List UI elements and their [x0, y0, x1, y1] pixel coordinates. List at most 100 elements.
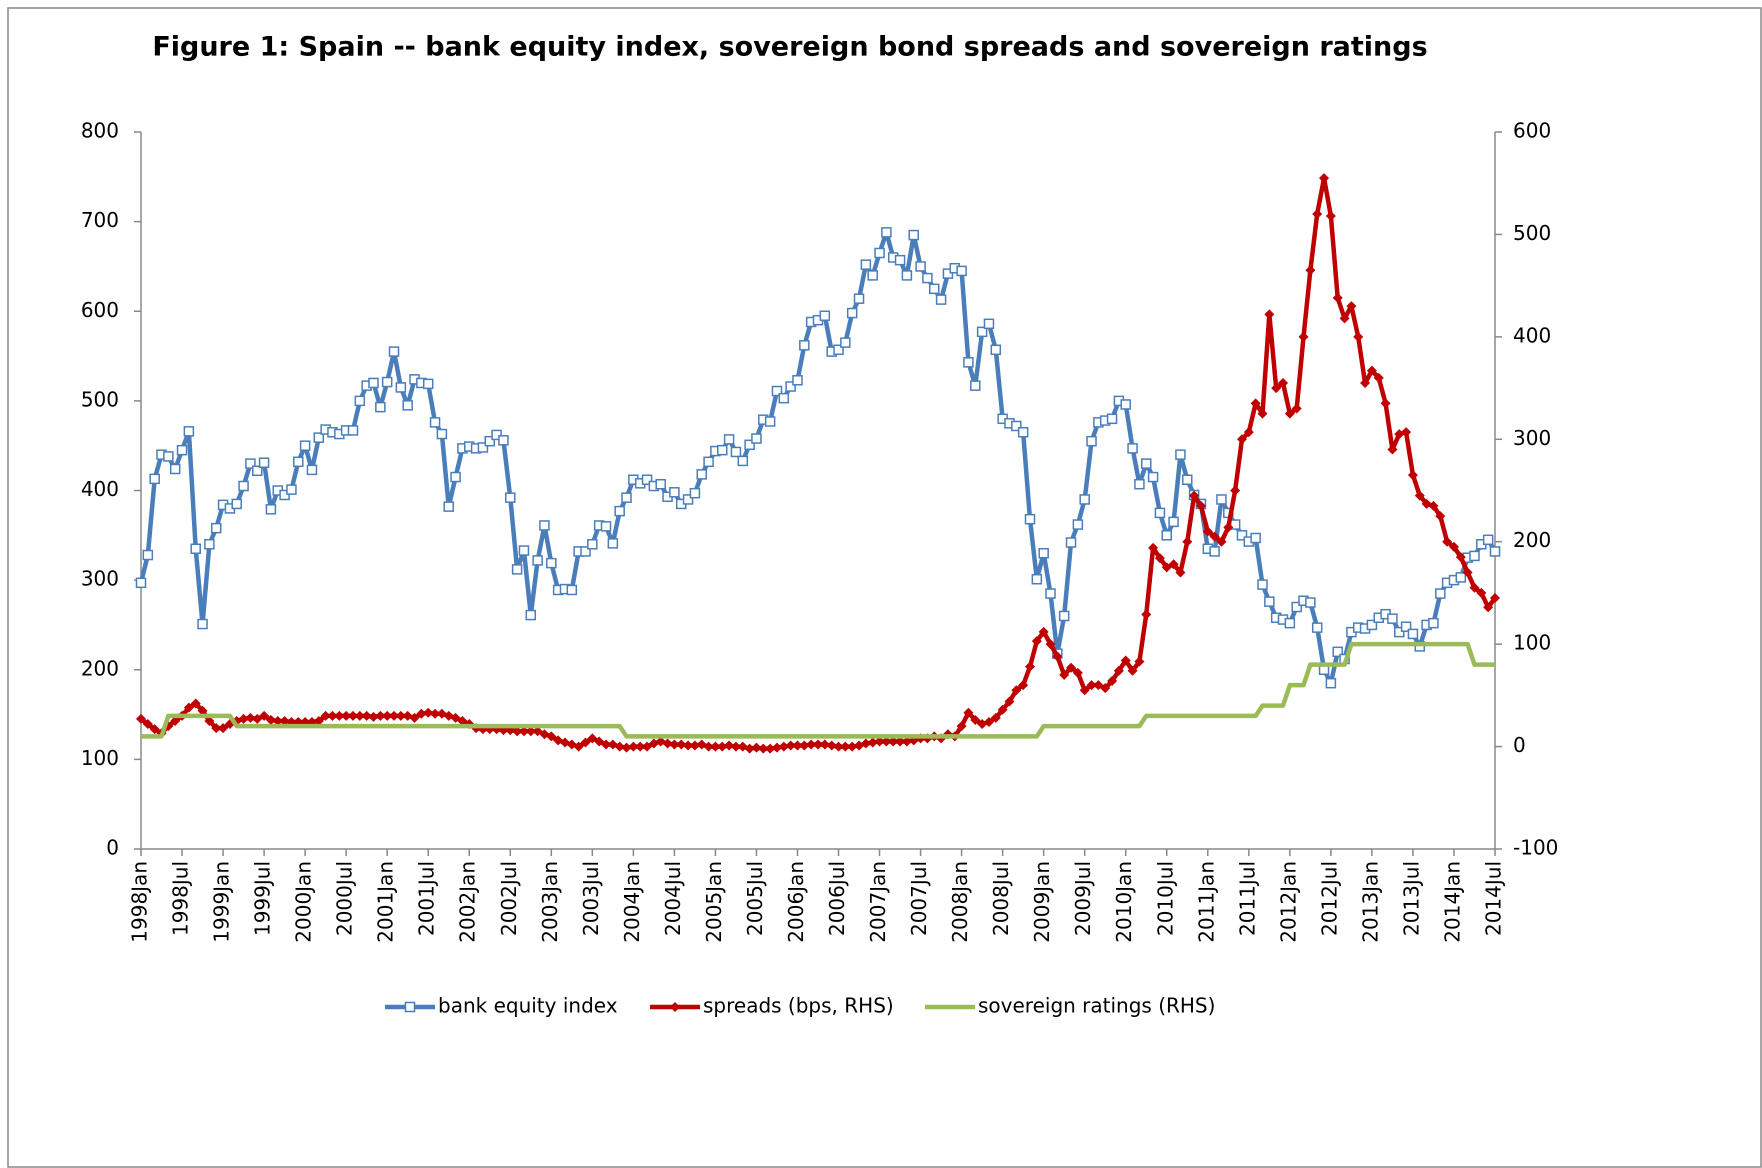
legend-label: bank equity index	[438, 994, 618, 1018]
data-point	[258, 457, 270, 468]
data-point	[1332, 292, 1343, 303]
legend-marker	[670, 1002, 680, 1012]
x-tick-label: 1999Jul	[251, 861, 275, 936]
data-point	[1236, 530, 1248, 541]
x-tick-label: 2001Jul	[415, 861, 439, 936]
data-point	[901, 736, 912, 747]
data-point	[860, 738, 871, 749]
data-point	[1469, 582, 1480, 593]
data-point	[1380, 398, 1391, 409]
data-point	[238, 480, 249, 492]
data-point	[566, 584, 578, 596]
data-point	[354, 710, 365, 721]
data-point	[990, 712, 1001, 723]
data-point	[963, 357, 974, 368]
data-point	[1120, 655, 1131, 666]
data-point	[265, 714, 276, 725]
x-tick-label: 1998Jan	[128, 861, 152, 943]
data-point	[546, 557, 557, 569]
x-tick-label: 2000Jul	[333, 861, 357, 936]
data-point	[744, 439, 755, 451]
data-point	[1257, 408, 1268, 419]
data-point	[1182, 474, 1193, 485]
data-point	[1031, 636, 1042, 647]
data-point	[813, 739, 823, 750]
y-tick-label: 0	[106, 836, 119, 860]
data-point	[1004, 696, 1015, 707]
data-point	[696, 469, 707, 480]
data-point	[389, 710, 400, 721]
x-tick-label: 2005Jan	[702, 861, 726, 943]
data-point	[1011, 685, 1022, 696]
data-point	[621, 742, 632, 753]
x-tick-label: 2006Jan	[784, 861, 808, 943]
data-point	[1257, 579, 1268, 590]
data-point	[498, 435, 509, 446]
x-tick-label: 2008Jan	[948, 861, 972, 943]
series-line	[139, 175, 1497, 751]
data-point	[1325, 210, 1336, 221]
data-point	[1366, 619, 1378, 631]
x-tick-label: 2003Jan	[538, 861, 562, 943]
data-point	[771, 385, 783, 397]
data-point	[1154, 507, 1166, 519]
x-tick-label: 2011Jan	[1194, 861, 1218, 943]
data-point	[218, 723, 229, 734]
data-point	[190, 543, 201, 555]
x-tick-label: 2010Jan	[1112, 861, 1136, 943]
x-tick-label: 2009Jul	[1071, 861, 1095, 936]
y-tick-label: 800	[81, 119, 119, 143]
data-point	[429, 417, 441, 428]
y2-tick-label: 400	[1513, 323, 1551, 347]
data-point	[1394, 626, 1405, 638]
data-point	[826, 740, 837, 751]
data-point	[1428, 617, 1439, 629]
y-tick-label: 100	[81, 746, 119, 770]
data-point	[1223, 522, 1234, 533]
data-point	[252, 465, 263, 477]
data-point	[963, 707, 974, 718]
data-point	[723, 434, 735, 445]
data-point	[1127, 443, 1138, 454]
data-point	[997, 704, 1008, 715]
data-point	[532, 555, 543, 566]
data-point	[518, 726, 529, 737]
data-point	[422, 378, 434, 390]
data-point	[1353, 331, 1364, 342]
data-point	[1476, 587, 1487, 598]
data-point	[922, 272, 933, 284]
data-point	[737, 455, 749, 467]
data-point	[245, 458, 256, 469]
data-point	[1182, 536, 1193, 547]
data-point	[847, 741, 858, 752]
data-point	[170, 715, 181, 726]
data-point	[238, 713, 249, 724]
data-point	[758, 743, 769, 754]
x-tick-label: 2002Jan	[456, 861, 480, 943]
data-point	[683, 740, 694, 751]
data-point	[1134, 656, 1145, 667]
data-point	[1018, 680, 1029, 691]
data-point	[1079, 685, 1090, 696]
data-point	[375, 710, 386, 721]
y2-tick-label: 600	[1513, 119, 1551, 143]
data-point	[806, 739, 817, 750]
data-point	[874, 736, 885, 747]
data-point	[1072, 519, 1084, 530]
series-line	[141, 641, 1495, 739]
data-point	[1052, 651, 1063, 662]
data-point	[580, 737, 591, 748]
data-point	[1011, 420, 1022, 432]
data-point	[1079, 494, 1090, 505]
data-point	[1148, 542, 1159, 553]
data-point	[1154, 553, 1165, 564]
data-point	[614, 741, 625, 752]
data-point	[730, 741, 741, 752]
data-point	[840, 741, 851, 752]
data-point	[327, 710, 338, 721]
data-point	[1059, 669, 1070, 680]
data-point	[778, 741, 789, 752]
data-point	[689, 740, 700, 751]
data-point	[402, 400, 413, 411]
